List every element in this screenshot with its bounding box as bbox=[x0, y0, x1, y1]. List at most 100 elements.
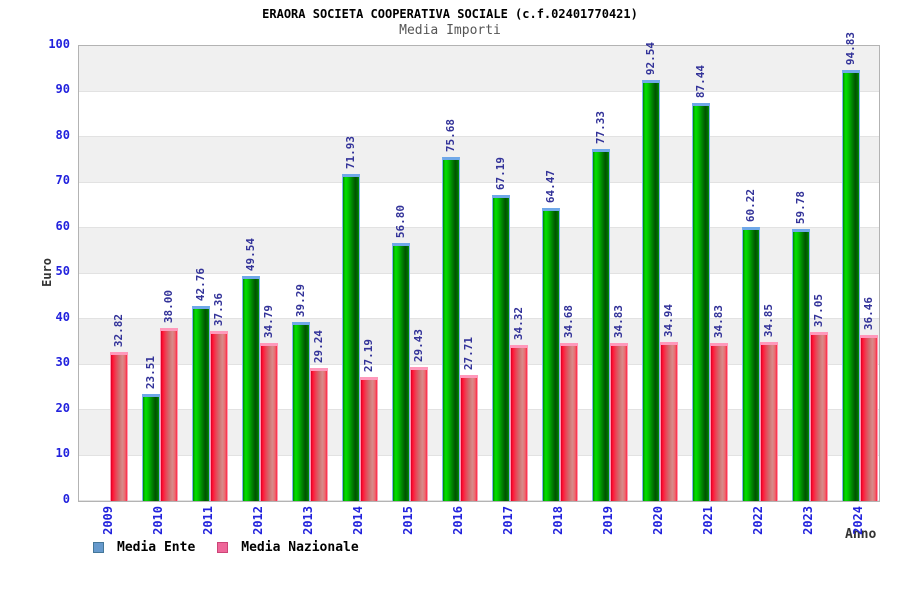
plot-band bbox=[79, 92, 879, 137]
x-tick-label: 2019 bbox=[601, 506, 615, 535]
bar-media-nazionale bbox=[510, 345, 528, 501]
bar-value-label: 60.22 bbox=[744, 188, 757, 222]
bar-value-label: 42.76 bbox=[194, 267, 207, 301]
bar-value-label: 27.71 bbox=[462, 336, 475, 370]
legend-item-media-nazionale: Media Nazionale bbox=[217, 540, 359, 555]
bar-media-nazionale bbox=[360, 377, 378, 501]
bar-value-label: 34.32 bbox=[512, 306, 525, 340]
bar-media-nazionale bbox=[710, 343, 728, 501]
bar-value-label: 92.54 bbox=[644, 41, 657, 75]
chart-subtitle: Media Importi bbox=[399, 23, 501, 38]
bar-value-label: 64.47 bbox=[544, 169, 557, 203]
bar-value-label: 34.68 bbox=[562, 304, 575, 338]
bar-media-nazionale bbox=[260, 343, 278, 501]
y-tick-label: 90 bbox=[55, 82, 70, 96]
bar-media-nazionale bbox=[560, 343, 578, 501]
bar-value-label: 34.79 bbox=[262, 304, 275, 338]
bar-value-label: 32.82 bbox=[112, 313, 125, 347]
legend-swatch-media-nazionale bbox=[217, 542, 229, 553]
legend-item-media-ente: Media Ente bbox=[93, 540, 195, 555]
y-tick-label: 30 bbox=[55, 355, 70, 369]
bar-value-label: 36.46 bbox=[862, 296, 875, 330]
bar-value-label: 27.19 bbox=[362, 338, 375, 372]
x-tick-label: 2011 bbox=[201, 506, 215, 535]
x-tick-label: 2014 bbox=[351, 506, 365, 535]
bar-media-nazionale bbox=[110, 352, 128, 501]
bar-value-label: 29.43 bbox=[412, 328, 425, 362]
bar-media-ente bbox=[442, 157, 460, 501]
bar-media-nazionale bbox=[160, 328, 178, 501]
legend-label-media-ente: Media Ente bbox=[117, 540, 196, 555]
y-tick-label: 20 bbox=[55, 401, 70, 415]
bar-value-label: 56.80 bbox=[394, 204, 407, 238]
x-tick-label: 2017 bbox=[501, 506, 515, 535]
bar-value-label: 38.00 bbox=[162, 289, 175, 323]
bar-value-label: 29.24 bbox=[312, 329, 325, 363]
plot-band bbox=[79, 46, 879, 92]
x-tick-label: 2009 bbox=[101, 506, 115, 535]
bar-media-nazionale bbox=[210, 331, 228, 501]
y-tick-label: 50 bbox=[55, 264, 70, 278]
x-tick-label: 2012 bbox=[251, 506, 265, 535]
bar-media-nazionale bbox=[610, 343, 628, 501]
bar-value-label: 39.29 bbox=[294, 283, 307, 317]
bar-media-ente bbox=[142, 394, 160, 501]
x-tick-label: 2013 bbox=[301, 506, 315, 535]
legend-label-media-nazionale: Media Nazionale bbox=[241, 540, 359, 555]
plot-band bbox=[79, 137, 879, 183]
bar-media-nazionale bbox=[760, 342, 778, 501]
legend: Media Ente Media Nazionale bbox=[93, 540, 359, 555]
bar-media-ente bbox=[292, 322, 310, 501]
bar-value-label: 23.51 bbox=[144, 355, 157, 389]
bar-value-label: 49.54 bbox=[244, 237, 257, 271]
bar-media-ente bbox=[642, 80, 660, 501]
bar-value-label: 77.33 bbox=[594, 110, 607, 144]
x-tick-label: 2010 bbox=[151, 506, 165, 535]
bar-media-ente bbox=[242, 276, 260, 501]
bar-media-ente bbox=[492, 195, 510, 501]
plot-band bbox=[79, 183, 879, 228]
x-axis-label: Anno bbox=[845, 527, 877, 542]
bar-value-label: 34.83 bbox=[612, 304, 625, 338]
chart-title: ERAORA SOCIETA COOPERATIVA SOCIALE (c.f.… bbox=[262, 7, 638, 21]
plot-area: 32.82 23.51 38.00 42.76 37.36 49.54 34.79 39.29… bbox=[78, 32, 880, 502]
bar-value-label: 75.68 bbox=[444, 118, 457, 152]
bar-value-label: 67.19 bbox=[494, 156, 507, 190]
bar-value-label: 34.83 bbox=[712, 304, 725, 338]
bar-media-ente bbox=[392, 243, 410, 501]
bar-value-label: 94.83 bbox=[844, 31, 857, 65]
y-tick-label: 60 bbox=[55, 219, 70, 233]
x-tick-label: 2023 bbox=[801, 506, 815, 535]
bar-media-ente bbox=[192, 306, 210, 501]
y-tick-label: 40 bbox=[55, 310, 70, 324]
y-tick-label: 100 bbox=[48, 37, 70, 51]
bar-media-ente bbox=[342, 174, 360, 501]
bar-media-ente bbox=[742, 227, 760, 501]
legend-swatch-media-ente bbox=[93, 542, 104, 553]
bar-media-ente bbox=[542, 208, 560, 501]
bar-media-ente bbox=[592, 149, 610, 501]
x-tick-label: 2022 bbox=[751, 506, 765, 535]
bar-value-label: 34.94 bbox=[662, 303, 675, 337]
bar-value-label: 37.05 bbox=[812, 293, 825, 327]
y-tick-label: 10 bbox=[55, 446, 70, 460]
bar-value-label: 71.93 bbox=[344, 135, 357, 169]
y-tick-label: 70 bbox=[55, 173, 70, 187]
y-tick-label: 80 bbox=[55, 128, 70, 142]
bar-media-nazionale bbox=[660, 342, 678, 501]
x-tick-label: 2018 bbox=[551, 506, 565, 535]
bar-media-nazionale bbox=[310, 368, 328, 501]
x-tick-label: 2015 bbox=[401, 506, 415, 535]
x-tick-label: 2020 bbox=[651, 506, 665, 535]
bar-media-nazionale bbox=[860, 335, 878, 501]
bar-media-nazionale bbox=[460, 375, 478, 501]
bar-media-nazionale bbox=[410, 367, 428, 501]
bar-value-label: 59.78 bbox=[794, 190, 807, 224]
bar-value-label: 34.85 bbox=[762, 303, 775, 337]
bar-media-nazionale bbox=[810, 332, 828, 501]
bar-media-ente bbox=[842, 70, 860, 501]
x-tick-label: 2021 bbox=[701, 506, 715, 535]
y-tick-label: 0 bbox=[62, 492, 70, 506]
bar-value-label: 87.44 bbox=[694, 64, 707, 98]
